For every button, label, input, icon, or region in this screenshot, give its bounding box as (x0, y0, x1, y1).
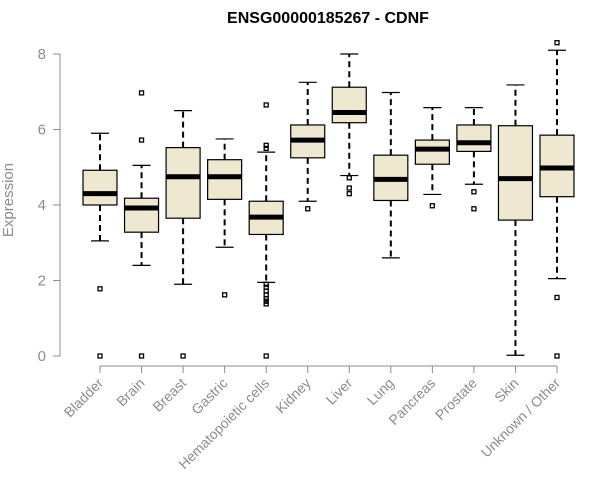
x-tick-label: Breast (149, 375, 189, 415)
outlier-point (138, 353, 145, 359)
box (123, 197, 160, 233)
outlier-point (263, 145, 269, 152)
outlier-point (138, 90, 145, 96)
y-tick-label: 6 (38, 122, 46, 139)
box-group (207, 138, 243, 298)
box (82, 169, 118, 206)
outlier-point (263, 102, 269, 108)
box-group (82, 132, 118, 359)
outlier-point (471, 206, 477, 212)
outlier-point (180, 353, 186, 359)
box-group (165, 110, 201, 359)
x-tick-label: Kidney (272, 375, 314, 417)
outlier-point (346, 191, 352, 197)
outlier-point (554, 353, 560, 359)
outlier-point (346, 185, 352, 191)
box (331, 86, 367, 124)
outlier-point (221, 292, 228, 298)
x-tick-label: Brain (113, 375, 147, 409)
x-tick-label: Skin (491, 375, 522, 406)
outlier-point (554, 294, 560, 301)
outlier-point (138, 137, 145, 143)
box (207, 159, 243, 200)
outlier-point (554, 40, 560, 46)
box-group (456, 107, 492, 212)
box (165, 147, 201, 219)
outlier-point (263, 142, 269, 149)
y-tick-label: 4 (38, 197, 46, 214)
outlier-point (305, 206, 311, 212)
x-tick-label: Prostate (432, 375, 480, 423)
box (414, 139, 450, 165)
box (497, 125, 534, 221)
outlier-point (97, 286, 103, 292)
box-group (414, 107, 450, 209)
outlier-point (263, 301, 269, 307)
outlier-point (471, 189, 477, 195)
outlier-point (346, 175, 352, 181)
outlier-point (429, 203, 436, 209)
box (456, 124, 492, 152)
box-group (248, 102, 284, 359)
box-group (331, 53, 367, 197)
x-tick-label: Bladder (61, 375, 107, 421)
x-tick-label: Unknown / Other (478, 375, 564, 461)
y-tick-label: 2 (38, 273, 46, 290)
x-tick-label: Liver (323, 375, 356, 408)
y-axis-label: Expression (0, 163, 17, 237)
box-group (497, 84, 534, 356)
y-tick-label: 8 (38, 46, 46, 63)
box-group (539, 40, 575, 359)
outlier-point (263, 353, 269, 359)
chart-title: ENSG00000185267 - CDNF (227, 10, 429, 27)
box-group (290, 81, 326, 212)
outlier-point (263, 281, 269, 287)
y-axis: 0 2 4 6 8 (38, 46, 61, 365)
box-group (373, 91, 409, 259)
y-tick-label: 0 (38, 348, 46, 365)
box-group (123, 90, 160, 359)
boxes (82, 40, 575, 359)
outlier-point (97, 353, 103, 359)
x-tick-label: Lung (364, 375, 397, 408)
